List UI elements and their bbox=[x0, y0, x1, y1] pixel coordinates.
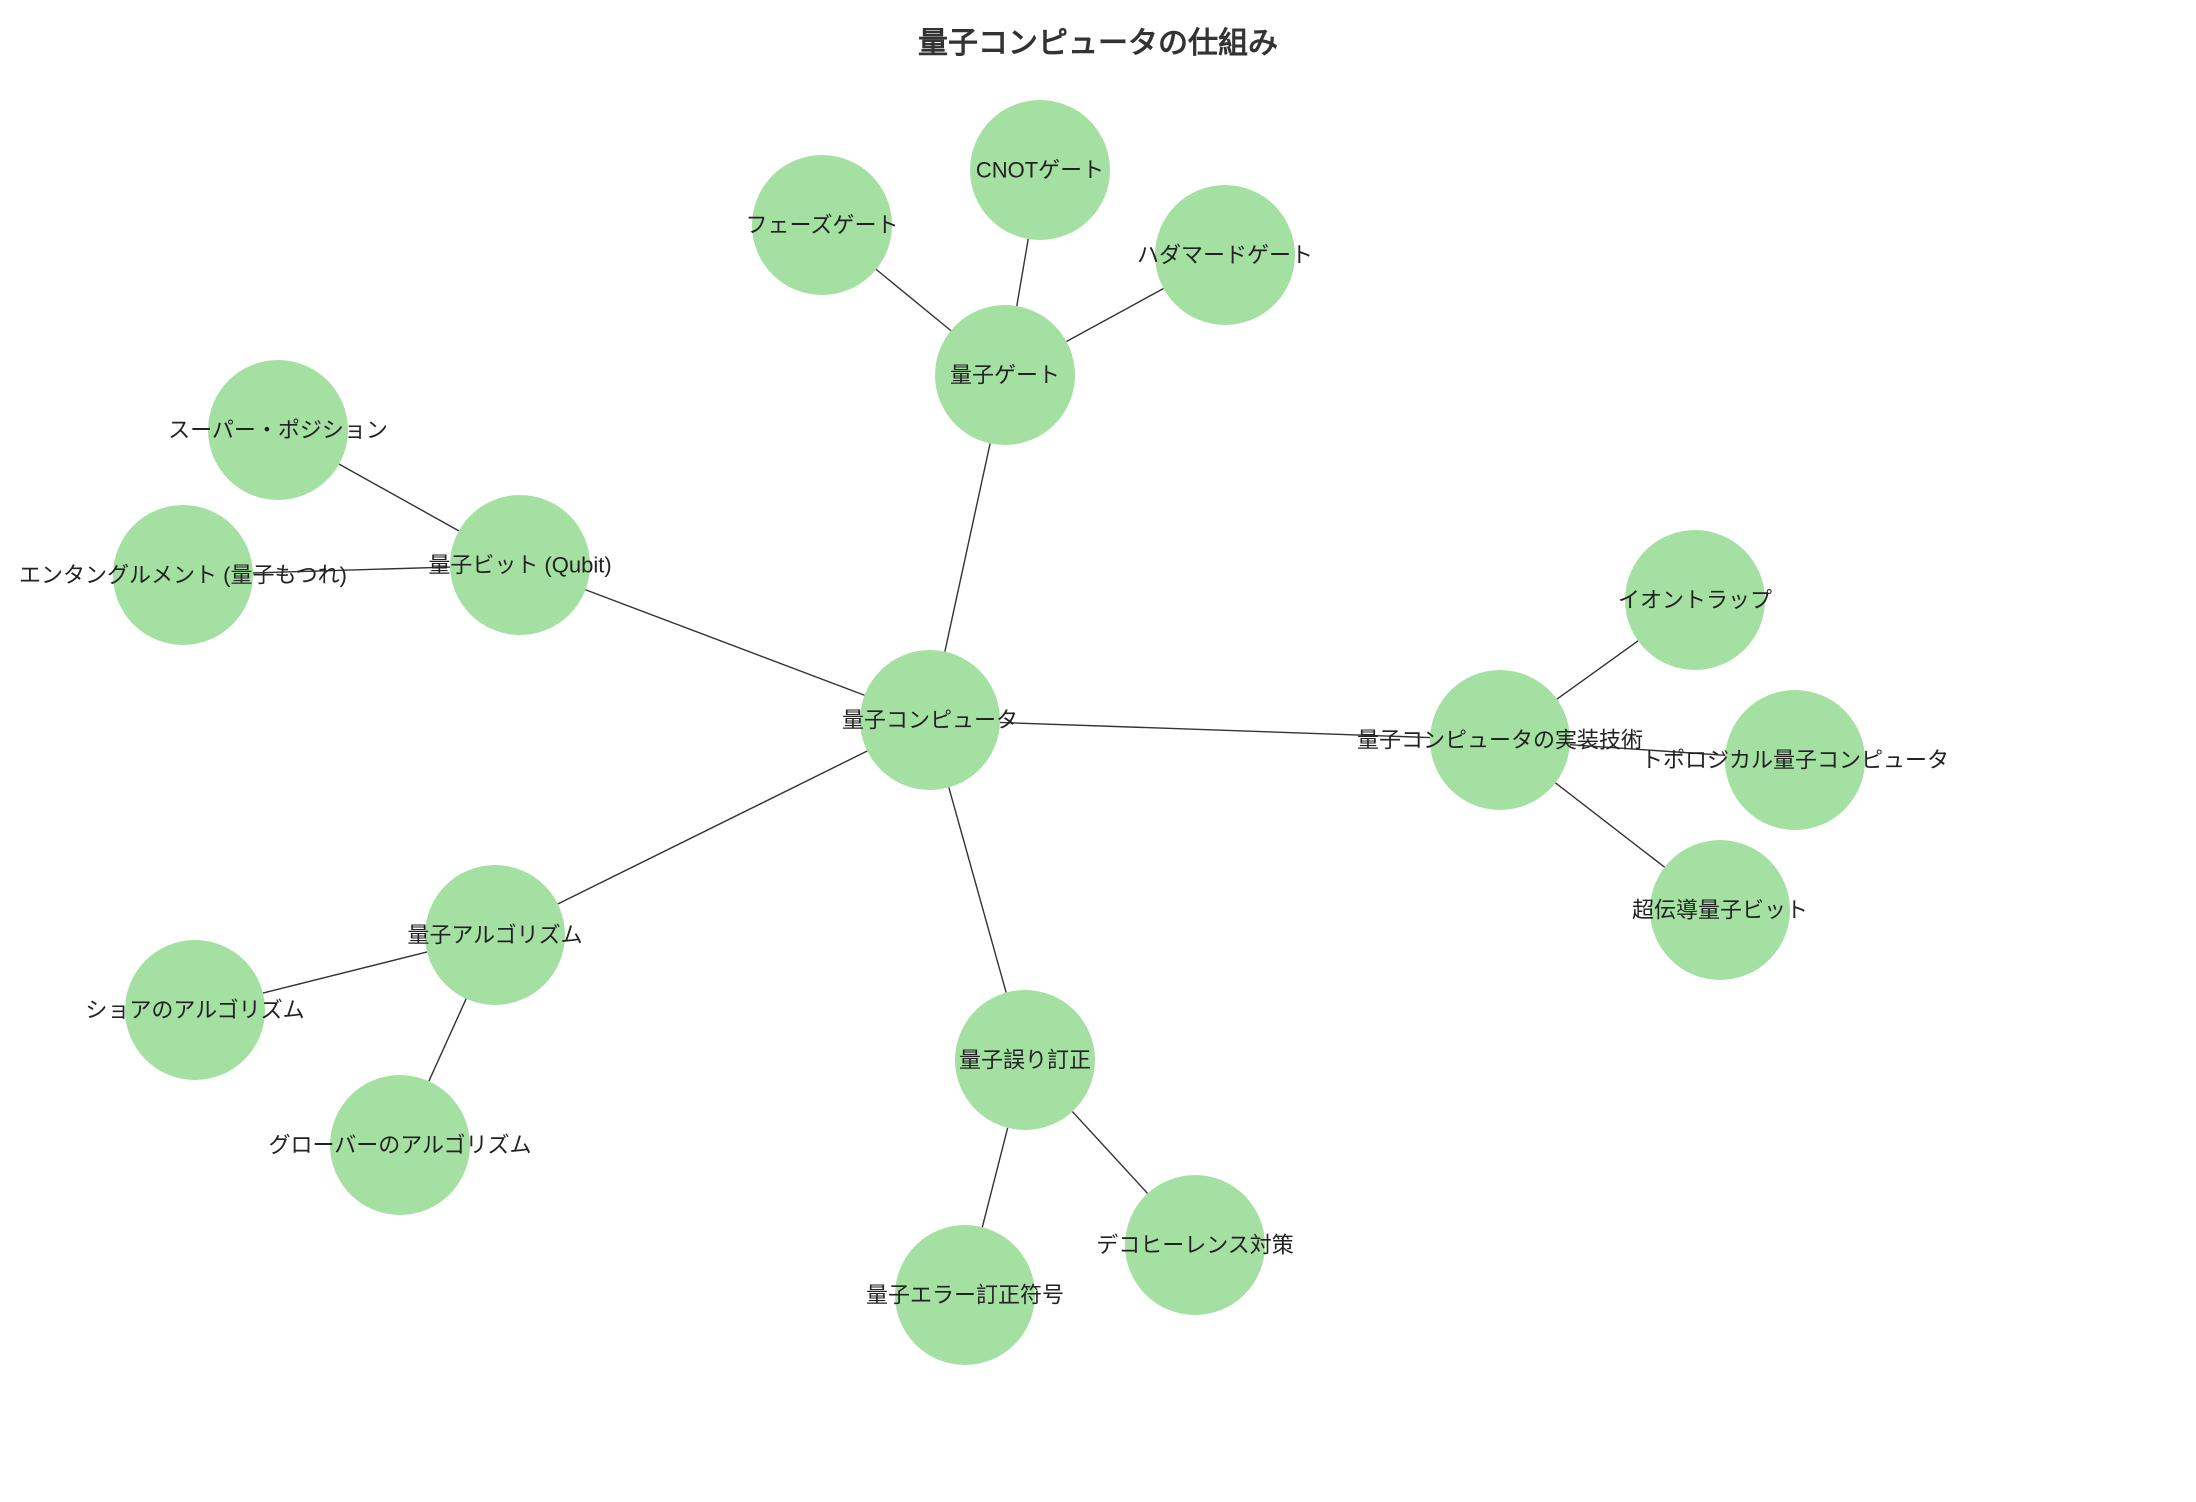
node-circle[interactable] bbox=[1125, 1175, 1265, 1315]
graph-node[interactable]: イオントラップ bbox=[1618, 530, 1772, 670]
graph-node[interactable]: 量子エラー訂正符号 bbox=[866, 1225, 1064, 1365]
node-circle[interactable] bbox=[752, 155, 892, 295]
node-circle[interactable] bbox=[1430, 670, 1570, 810]
graph-node[interactable]: デコヒーレンス対策 bbox=[1096, 1175, 1294, 1315]
edge bbox=[585, 590, 864, 695]
edge bbox=[429, 999, 466, 1081]
graph-node[interactable]: 量子ビット (Qubit) bbox=[428, 495, 611, 635]
edge bbox=[945, 443, 990, 651]
graph-node[interactable]: 量子コンピュータ bbox=[842, 650, 1018, 790]
edge bbox=[339, 464, 459, 531]
node-circle[interactable] bbox=[895, 1225, 1035, 1365]
graph-node[interactable]: 量子ゲート bbox=[935, 305, 1075, 445]
graph-node[interactable]: グローバーのアルゴリズム bbox=[268, 1075, 531, 1215]
edge bbox=[876, 269, 951, 330]
network-graph: 量子コンピュータ 量子ビット (Qubit) スーパー・ポジションエンタングルメント… bbox=[0, 0, 2196, 1502]
node-circle[interactable] bbox=[425, 865, 565, 1005]
diagram-container: 量子コンピュータの仕組み 量子コンピュータ量子ビット (Qubit)スーパー・ポ… bbox=[0, 0, 2196, 1502]
node-circle[interactable] bbox=[113, 505, 253, 645]
edge bbox=[1557, 641, 1638, 699]
edge bbox=[1555, 783, 1664, 867]
node-circle[interactable] bbox=[1625, 530, 1765, 670]
node-circle[interactable] bbox=[450, 495, 590, 635]
node-circle[interactable] bbox=[1725, 690, 1865, 830]
edge bbox=[253, 567, 450, 573]
node-circle[interactable] bbox=[330, 1075, 470, 1215]
graph-node[interactable]: 量子アルゴリズム bbox=[407, 865, 582, 1005]
edge bbox=[263, 952, 427, 993]
graph-node[interactable]: 量子誤り訂正 bbox=[955, 990, 1095, 1130]
graph-node[interactable]: トポロジカル量子コンピュータ bbox=[1641, 690, 1949, 830]
graph-node[interactable]: スーパー・ポジション bbox=[168, 360, 388, 500]
edge bbox=[1570, 745, 1725, 756]
node-circle[interactable] bbox=[955, 990, 1095, 1130]
graph-node[interactable]: CNOTゲート bbox=[970, 100, 1110, 240]
graph-node[interactable]: 超伝導量子ビット bbox=[1632, 840, 1808, 980]
edge bbox=[1072, 1112, 1147, 1194]
node-circle[interactable] bbox=[1650, 840, 1790, 980]
node-circle[interactable] bbox=[208, 360, 348, 500]
edge bbox=[982, 1128, 1007, 1227]
edge bbox=[1017, 239, 1028, 306]
edge bbox=[1000, 722, 1430, 737]
graph-node[interactable]: ハダマードゲート bbox=[1137, 185, 1313, 325]
node-circle[interactable] bbox=[1155, 185, 1295, 325]
nodes-layer: 量子コンピュータ 量子ビット (Qubit) スーパー・ポジションエンタングルメント… bbox=[19, 100, 1949, 1365]
node-circle[interactable] bbox=[970, 100, 1110, 240]
edge bbox=[1066, 289, 1163, 342]
node-circle[interactable] bbox=[125, 940, 265, 1080]
graph-node[interactable]: ショアのアルゴリズム bbox=[85, 940, 304, 1080]
graph-node[interactable]: フェーズゲート bbox=[746, 155, 899, 295]
node-circle[interactable] bbox=[860, 650, 1000, 790]
node-circle[interactable] bbox=[935, 305, 1075, 445]
graph-node[interactable]: エンタングルメント (量子もつれ) bbox=[19, 505, 347, 645]
edge bbox=[558, 751, 867, 904]
edge bbox=[949, 787, 1006, 992]
graph-node[interactable]: 量子コンピュータの実装技術 bbox=[1357, 670, 1643, 810]
